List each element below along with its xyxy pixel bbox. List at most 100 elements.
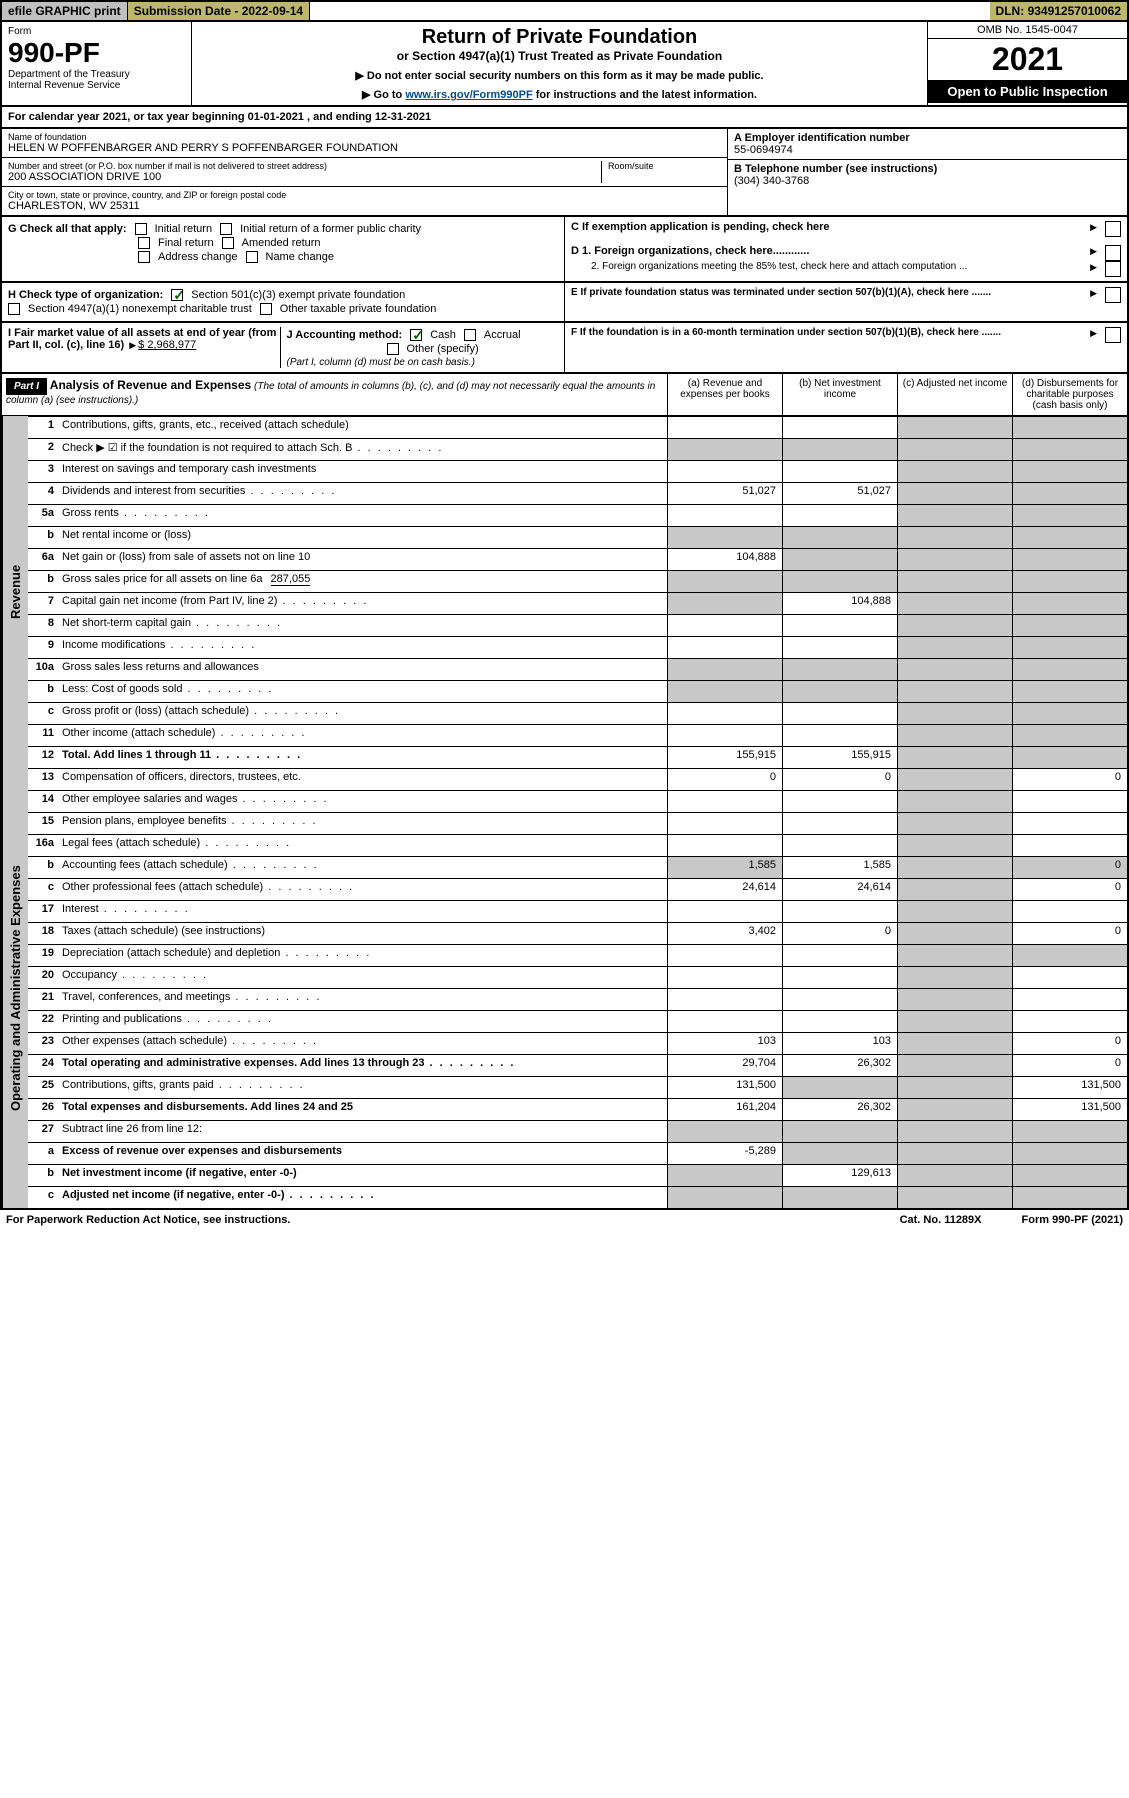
table-row: 20Occupancy: [28, 966, 1127, 988]
checkbox-final[interactable]: [138, 237, 150, 249]
table-row: 14Other employee salaries and wages: [28, 790, 1127, 812]
entity-meta: Name of foundation HELEN W POFFENBARGER …: [0, 129, 1129, 217]
checkbox-cash[interactable]: [410, 329, 422, 341]
note-2: ▶ Go to www.irs.gov/Form990PF for instru…: [202, 88, 917, 101]
h-row: H Check type of organization: Section 50…: [8, 289, 558, 301]
table-row: 7Capital gain net income (from Part IV, …: [28, 592, 1127, 614]
col-b-header: (b) Net investment income: [782, 374, 897, 415]
submission-date: Submission Date - 2022-09-14: [128, 2, 310, 20]
part-1-label: Part I: [6, 378, 47, 395]
paperwork-notice: For Paperwork Reduction Act Notice, see …: [6, 1214, 290, 1226]
irs: Internal Revenue Service: [8, 80, 185, 91]
checkbox-d2[interactable]: [1105, 261, 1121, 277]
c-exemption: C If exemption application is pending, c…: [571, 221, 1121, 237]
col-c-header: (c) Adjusted net income: [897, 374, 1012, 415]
d1-foreign: D 1. Foreign organizations, check here..…: [571, 245, 1121, 261]
table-row: 8Net short-term capital gain: [28, 614, 1127, 636]
page-footer: For Paperwork Reduction Act Notice, see …: [0, 1210, 1129, 1230]
table-row: 25Contributions, gifts, grants paid131,5…: [28, 1076, 1127, 1098]
table-row: cAdjusted net income (if negative, enter…: [28, 1186, 1127, 1208]
table-row: 17Interest: [28, 900, 1127, 922]
table-row: 2Check ▶ ☑ if the foundation is not requ…: [28, 438, 1127, 460]
table-row: 13Compensation of officers, directors, t…: [28, 768, 1127, 790]
table-row: 16aLegal fees (attach schedule): [28, 834, 1127, 856]
table-row: cGross profit or (loss) (attach schedule…: [28, 702, 1127, 724]
open-inspection: Open to Public Inspection: [928, 80, 1127, 103]
cat-no: Cat. No. 11289X: [900, 1214, 982, 1226]
g-row: G Check all that apply: Initial return I…: [8, 223, 558, 235]
d2-foreign: 2. Foreign organizations meeting the 85%…: [571, 261, 1121, 277]
table-row: 23Other expenses (attach schedule)103103…: [28, 1032, 1127, 1054]
table-row: 12Total. Add lines 1 through 11155,91515…: [28, 746, 1127, 768]
part-1-title: Analysis of Revenue and Expenses: [50, 378, 251, 392]
dept: Department of the Treasury: [8, 69, 185, 80]
table-row: bNet rental income or (loss): [28, 526, 1127, 548]
table-row: 19Depreciation (attach schedule) and dep…: [28, 944, 1127, 966]
calendar-year-row: For calendar year 2021, or tax year begi…: [0, 107, 1129, 129]
col-d-header: (d) Disbursements for charitable purpose…: [1012, 374, 1127, 415]
section-g-c: G Check all that apply: Initial return I…: [0, 217, 1129, 283]
address-cell: Number and street (or P.O. box number if…: [2, 158, 727, 187]
table-row: 22Printing and publications: [28, 1010, 1127, 1032]
j-note: (Part I, column (d) must be on cash basi…: [287, 357, 559, 368]
form-number: 990-PF: [8, 37, 185, 69]
checkbox-e[interactable]: [1105, 287, 1121, 303]
checkbox-amended[interactable]: [222, 237, 234, 249]
tax-year: 2021: [928, 39, 1127, 80]
efile-label[interactable]: efile GRAPHIC print: [2, 2, 128, 20]
checkbox-501c3[interactable]: [171, 289, 183, 301]
top-bar: efile GRAPHIC print Submission Date - 20…: [0, 0, 1129, 22]
checkbox-other-method[interactable]: [387, 343, 399, 355]
form-header: Form 990-PF Department of the Treasury I…: [0, 22, 1129, 107]
table-row: bLess: Cost of goods sold: [28, 680, 1127, 702]
ein-cell: A Employer identification number 55-0694…: [728, 129, 1127, 160]
city-cell: City or town, state or province, country…: [2, 187, 727, 215]
f-termination: F If the foundation is in a 60-month ter…: [571, 327, 1121, 343]
expenses-section: Operating and Administrative Expenses 13…: [2, 768, 1127, 1208]
checkbox-accrual[interactable]: [464, 329, 476, 341]
form-ref: Form 990-PF (2021): [1022, 1214, 1123, 1226]
table-row: aExcess of revenue over expenses and dis…: [28, 1142, 1127, 1164]
e-terminated: E If private foundation status was termi…: [571, 287, 1121, 303]
table-row: 26Total expenses and disbursements. Add …: [28, 1098, 1127, 1120]
checkbox-4947[interactable]: [8, 303, 20, 315]
omb-number: OMB No. 1545-0047: [928, 22, 1127, 39]
expenses-side-label: Operating and Administrative Expenses: [2, 768, 28, 1208]
foundation-name-cell: Name of foundation HELEN W POFFENBARGER …: [2, 129, 727, 158]
table-row: bGross sales price for all assets on lin…: [28, 570, 1127, 592]
form-subtitle: or Section 4947(a)(1) Trust Treated as P…: [202, 49, 917, 63]
table-row: 24Total operating and administrative exp…: [28, 1054, 1127, 1076]
revenue-side-label: Revenue: [2, 416, 28, 768]
table-row: bNet investment income (if negative, ent…: [28, 1164, 1127, 1186]
checkbox-d1[interactable]: [1105, 245, 1121, 261]
checkbox-other-taxable[interactable]: [260, 303, 272, 315]
checkbox-f[interactable]: [1105, 327, 1121, 343]
revenue-section: Revenue 1Contributions, gifts, grants, e…: [2, 416, 1127, 768]
col-a-header: (a) Revenue and expenses per books: [667, 374, 782, 415]
table-row: 11Other income (attach schedule): [28, 724, 1127, 746]
form-word: Form: [8, 26, 185, 37]
checkbox-address[interactable]: [138, 251, 150, 263]
irs-link[interactable]: www.irs.gov/Form990PF: [405, 89, 532, 101]
phone-cell: B Telephone number (see instructions) (3…: [728, 160, 1127, 190]
table-row: 10aGross sales less returns and allowanc…: [28, 658, 1127, 680]
table-row: 4Dividends and interest from securities5…: [28, 482, 1127, 504]
note-1: ▶ Do not enter social security numbers o…: [202, 69, 917, 82]
checkbox-initial[interactable]: [135, 223, 147, 235]
form-title: Return of Private Foundation: [202, 26, 917, 49]
fmv-value: $ 2,968,977: [138, 339, 196, 351]
table-row: 27Subtract line 26 from line 12:: [28, 1120, 1127, 1142]
dln: DLN: 93491257010062: [990, 2, 1127, 20]
section-i-j-f: I Fair market value of all assets at end…: [0, 323, 1129, 374]
table-row: 15Pension plans, employee benefits: [28, 812, 1127, 834]
part-1: Part I Analysis of Revenue and Expenses …: [0, 374, 1129, 1210]
table-row: 3Interest on savings and temporary cash …: [28, 460, 1127, 482]
table-row: 21Travel, conferences, and meetings: [28, 988, 1127, 1010]
checkbox-c[interactable]: [1105, 221, 1121, 237]
table-row: 6aNet gain or (loss) from sale of assets…: [28, 548, 1127, 570]
checkbox-name[interactable]: [246, 251, 258, 263]
checkbox-initial-former[interactable]: [220, 223, 232, 235]
table-row: bAccounting fees (attach schedule)1,5851…: [28, 856, 1127, 878]
table-row: 5aGross rents: [28, 504, 1127, 526]
section-h-e: H Check type of organization: Section 50…: [0, 283, 1129, 323]
